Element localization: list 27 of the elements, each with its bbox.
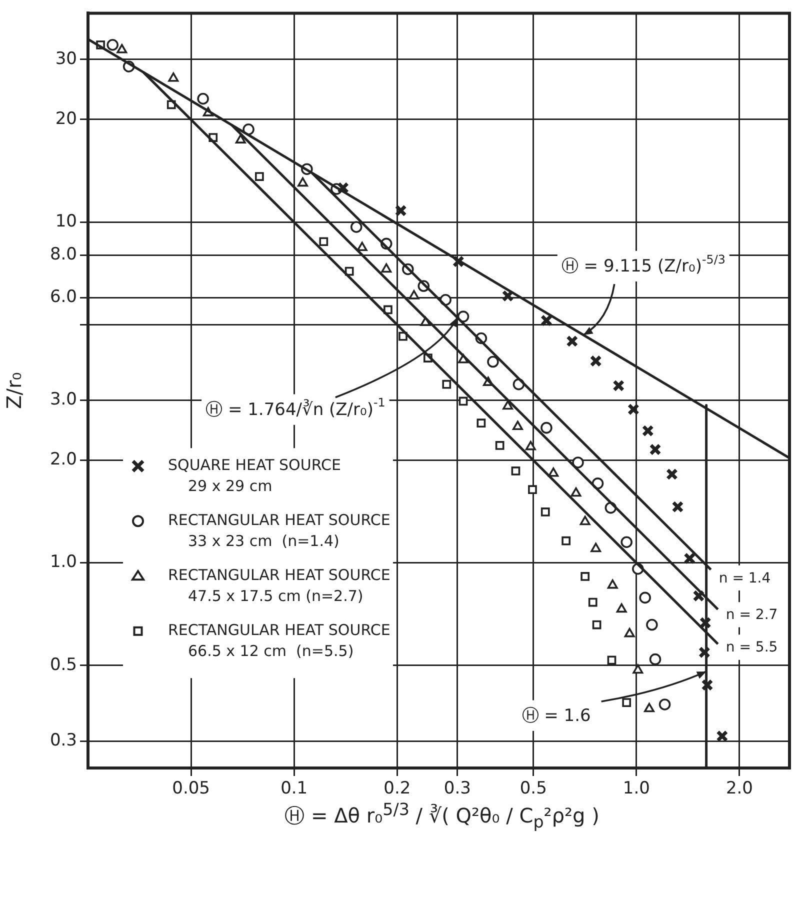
x-tick-label: 2.0 (726, 778, 753, 799)
annotation: n = 1.4 (718, 570, 771, 586)
x-axis-title: Ⓗ = Δθ r₀$^{5/3}$ / ∛( Q²θ₀ / C$_{p}$²ρ²g ) (284, 800, 600, 832)
x-tick-label: 0.05 (172, 778, 210, 799)
y-tick-label: 30 (55, 48, 77, 69)
legend-label: SQUARE HEAT SOURCE 29 x 29 cm (168, 456, 341, 495)
annotation: Ⓗ = 1.6 (522, 706, 591, 726)
y-tick-label: 3.0 (50, 390, 77, 410)
annotation: n = 5.5 (726, 640, 778, 656)
annotation: n = 2.7 (726, 607, 778, 624)
y-tick-label: 1.0 (50, 552, 77, 572)
y-tick-label: 6.0 (50, 287, 77, 308)
y-tick-label: 0.3 (50, 730, 77, 750)
legend-label: RECTANGULAR HEAT SOURCE 66.5 x 12 cm (n=5.5) (168, 620, 390, 660)
x-tick-label: 0.5 (520, 778, 547, 799)
x-tick-label: 1.0 (622, 778, 650, 799)
x-tick-label: 0.2 (384, 778, 411, 799)
x-tick-label: 0.3 (444, 778, 471, 799)
y-tick-label: 0.5 (50, 654, 77, 675)
legend-label: RECTANGULAR HEAT SOURCE 33 x 23 cm (n=1.4) (168, 510, 390, 550)
legend-label: RECTANGULAR HEAT SOURCE 47.5 x 17.5 cm (n=2.7) (168, 566, 390, 605)
y-axis-title: Z/r₀ (2, 372, 26, 409)
y-tick-label: 20 (55, 108, 77, 129)
y-tick-label: 8.0 (50, 244, 77, 264)
y-tick-label: 10 (55, 211, 77, 232)
y-tick-label: 2.0 (50, 450, 77, 470)
x-tick-label: 0.1 (280, 778, 308, 799)
